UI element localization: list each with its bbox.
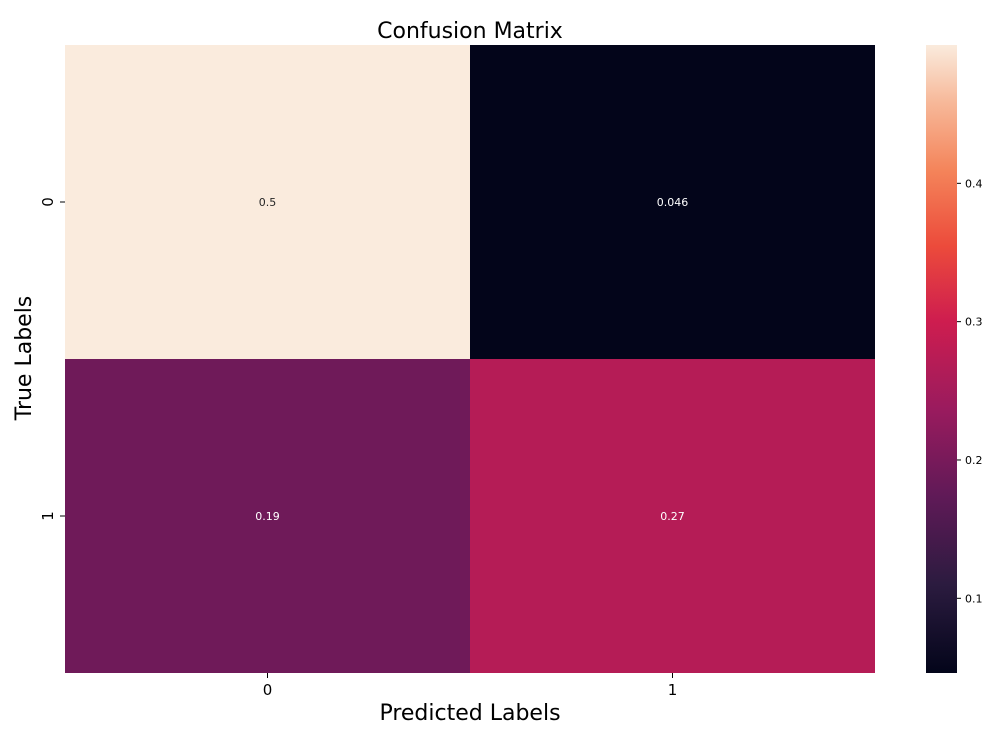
heatmap-cell-1-0 (65, 359, 470, 673)
x-tick-label-1: 1 (668, 681, 678, 699)
x-axis-label: Predicted Labels (379, 701, 560, 726)
heatmap-cell-1-1 (470, 359, 875, 673)
colorbar (926, 45, 957, 673)
chart-title: Confusion Matrix (377, 19, 563, 44)
y-axis-ticks: 01 (39, 197, 65, 521)
colorbar-tick-label-3: 0.4 (965, 177, 983, 190)
y-tick-label-0: 0 (39, 197, 57, 207)
heatmap-cells: 0.5 0.046 0.19 0.27 (65, 45, 875, 673)
cell-annotation-1-1: 0.27 (660, 510, 685, 523)
cell-annotation-0-0: 0.5 (259, 196, 277, 209)
colorbar-tick-label-1: 0.2 (965, 454, 983, 467)
colorbar-tick-label-0: 0.1 (965, 592, 983, 605)
heatmap-cell-0-0 (65, 45, 470, 359)
colorbar-tick-label-2: 0.3 (965, 316, 983, 329)
y-tick-label-1: 1 (39, 511, 57, 521)
cell-annotation-0-1: 0.046 (657, 196, 689, 209)
cell-annotation-1-0: 0.19 (255, 510, 280, 523)
colorbar-ticks: 0.1 0.2 0.3 0.4 (957, 177, 983, 605)
y-axis-label: True Labels (12, 296, 37, 422)
heatmap-cell-0-1 (470, 45, 875, 359)
x-tick-label-0: 0 (263, 681, 273, 699)
